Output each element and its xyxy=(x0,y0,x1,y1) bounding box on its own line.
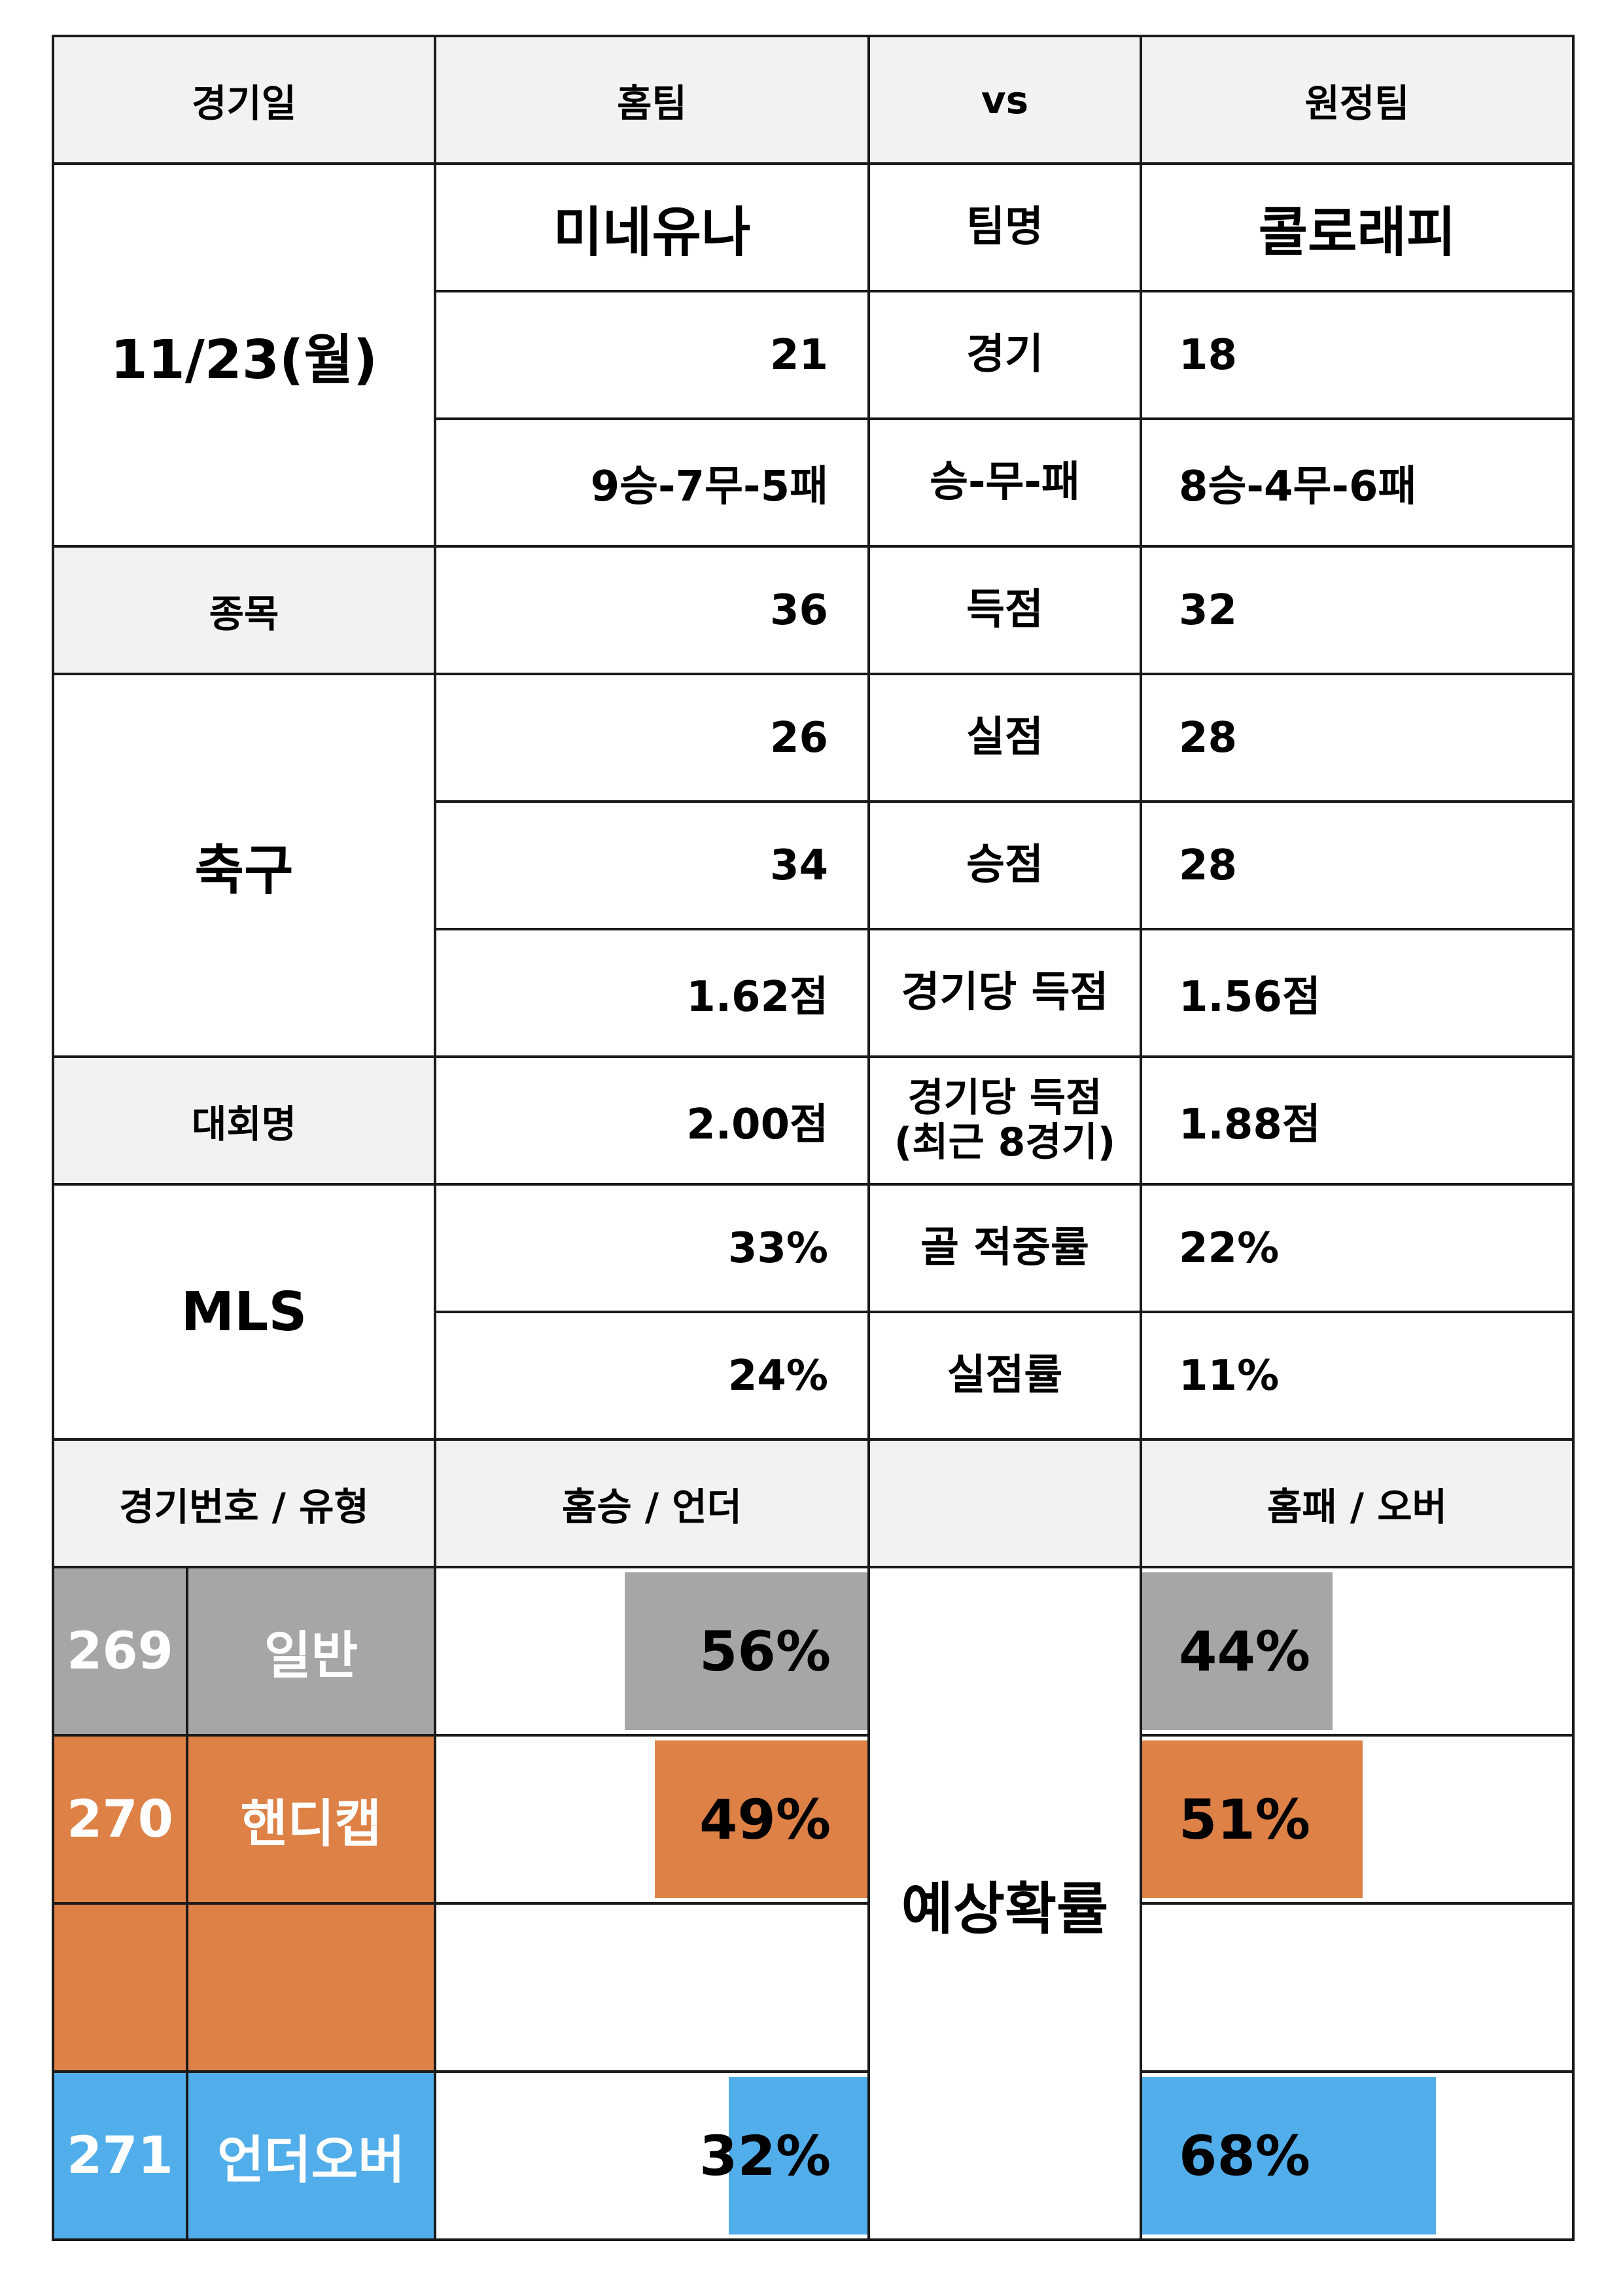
home-goals-for: 36 xyxy=(434,545,870,675)
stat-label-team-name: 팀명 xyxy=(867,162,1142,292)
away-shot-accuracy: 22% xyxy=(1140,1183,1575,1313)
away-probability: 51% xyxy=(1179,1787,1311,1852)
away-probability-bar xyxy=(1143,1572,1333,1730)
away-goals-per-game-recent: 1.88점 xyxy=(1140,1055,1575,1186)
prediction-home-header: 홈승 / 언더 xyxy=(434,1438,870,1568)
stat-label-points: 승점 xyxy=(867,800,1142,930)
home-probability-bar xyxy=(625,1572,866,1730)
prediction-home-empty xyxy=(434,1902,870,2073)
match-date-header: 경기일 xyxy=(52,35,436,165)
prediction-away-cell: 44% xyxy=(1140,1566,1575,1737)
home-probability: 56% xyxy=(699,1619,831,1684)
prediction-home-cell: 56% xyxy=(434,1566,870,1737)
vs-header: vs xyxy=(867,35,1142,165)
home-goals-against: 26 xyxy=(434,673,870,803)
home-probability: 32% xyxy=(699,2123,831,2188)
prediction-type-header: 경기번호 / 유형 xyxy=(52,1438,436,1568)
away-probability-bar xyxy=(1143,2077,1436,2234)
stat-label-games: 경기 xyxy=(867,290,1142,420)
away-probability: 68% xyxy=(1179,2123,1311,2188)
prediction-number-271: 271 xyxy=(52,2070,188,2241)
match-analysis-table: 경기일 홈팀 vs 원정팀 11/23(월) 미네유나 팀명 콜로래피 21 경… xyxy=(52,35,1575,2241)
away-probability: 44% xyxy=(1179,1619,1311,1684)
away-points: 28 xyxy=(1140,800,1575,930)
home-probability-bar xyxy=(655,1740,866,1898)
away-probability-bar xyxy=(1143,1740,1363,1898)
prediction-number-270: 270 xyxy=(52,1734,188,1905)
league-label: 대회명 xyxy=(52,1055,436,1186)
away-goals-for: 32 xyxy=(1140,545,1575,675)
home-games: 21 xyxy=(434,290,870,420)
home-concede-rate: 24% xyxy=(434,1311,870,1441)
away-team-name: 콜로래피 xyxy=(1140,162,1575,292)
home-goals-per-game-recent: 2.00점 xyxy=(434,1055,870,1186)
stat-label-record: 승-무-패 xyxy=(867,417,1142,548)
home-team-header: 홈팀 xyxy=(434,35,870,165)
prediction-home-cell: 49% xyxy=(434,1734,870,1905)
away-concede-rate: 11% xyxy=(1140,1311,1575,1441)
home-goals-per-game: 1.62점 xyxy=(434,928,870,1058)
prediction-label: 예상확률 xyxy=(867,1566,1142,2241)
stat-label-goals-per-game-recent: 경기당 득점 (최근 8경기) xyxy=(867,1055,1142,1186)
prediction-type-empty xyxy=(186,1902,436,2073)
prediction-type-general: 일반 xyxy=(186,1566,436,1737)
stat-label-goals-per-game: 경기당 득점 xyxy=(867,928,1142,1058)
prediction-type-under-over: 언더오버 xyxy=(186,2070,436,2241)
home-probability-bar xyxy=(729,2077,866,2234)
prediction-away-header: 홈패 / 오버 xyxy=(1140,1438,1575,1568)
prediction-home-cell: 32% xyxy=(434,2070,870,2241)
away-team-header: 원정팀 xyxy=(1140,35,1575,165)
home-record: 9승-7무-5패 xyxy=(434,417,870,548)
sport-value: 축구 xyxy=(52,673,436,1058)
stat-label-recent-line2: (최근 8경기) xyxy=(894,1119,1116,1165)
home-team-name: 미네유나 xyxy=(434,162,870,292)
away-goals-per-game: 1.56점 xyxy=(1140,928,1575,1058)
stat-label-goals-against: 실점 xyxy=(867,673,1142,803)
prediction-number-empty xyxy=(52,1902,188,2073)
home-shot-accuracy: 33% xyxy=(434,1183,870,1313)
prediction-away-empty xyxy=(1140,1902,1575,2073)
prediction-away-cell: 51% xyxy=(1140,1734,1575,1905)
away-games: 18 xyxy=(1140,290,1575,420)
stat-label-shot-accuracy: 골 적중률 xyxy=(867,1183,1142,1313)
stat-label-goals-for: 득점 xyxy=(867,545,1142,675)
prediction-center-header xyxy=(867,1438,1142,1568)
home-points: 34 xyxy=(434,800,870,930)
stat-label-concede-rate: 실점률 xyxy=(867,1311,1142,1441)
prediction-number-269: 269 xyxy=(52,1566,188,1737)
away-record: 8승-4무-6패 xyxy=(1140,417,1575,548)
league-value: MLS xyxy=(52,1183,436,1441)
stat-label-recent-line1: 경기당 득점 xyxy=(907,1075,1102,1122)
prediction-away-cell: 68% xyxy=(1140,2070,1575,2241)
prediction-type-handicap: 핸디캡 xyxy=(186,1734,436,1905)
sport-label: 종목 xyxy=(52,545,436,675)
match-date: 11/23(월) xyxy=(52,162,436,548)
away-goals-against: 28 xyxy=(1140,673,1575,803)
home-probability: 49% xyxy=(699,1787,831,1852)
